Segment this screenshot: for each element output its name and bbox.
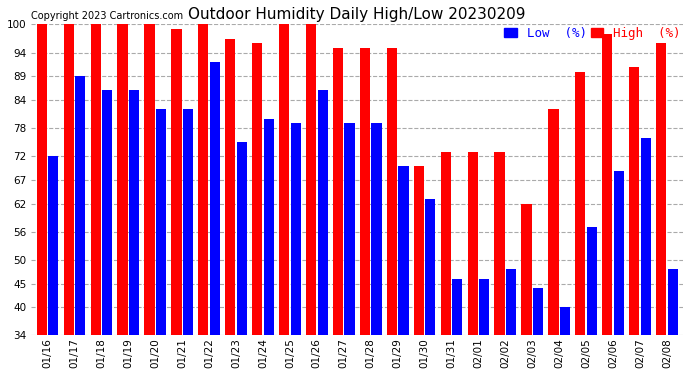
Bar: [398, 166, 408, 375]
Bar: [425, 199, 435, 375]
Legend: Low  (%), High  (%): Low (%), High (%): [503, 26, 682, 41]
Bar: [264, 119, 274, 375]
Bar: [63, 24, 74, 375]
Bar: [359, 48, 370, 375]
Bar: [667, 270, 678, 375]
Bar: [171, 29, 181, 375]
Bar: [386, 48, 397, 375]
Bar: [198, 24, 208, 375]
Bar: [333, 48, 343, 375]
Bar: [560, 307, 570, 375]
Title: Outdoor Humidity Daily High/Low 20230209: Outdoor Humidity Daily High/Low 20230209: [188, 7, 526, 22]
Bar: [413, 166, 424, 375]
Bar: [533, 288, 543, 375]
Bar: [640, 138, 651, 375]
Bar: [344, 123, 355, 375]
Bar: [452, 279, 462, 375]
Bar: [506, 270, 516, 375]
Bar: [156, 109, 166, 375]
Bar: [102, 90, 112, 375]
Bar: [90, 24, 101, 375]
Bar: [129, 90, 139, 375]
Text: Copyright 2023 Cartronics.com: Copyright 2023 Cartronics.com: [32, 11, 184, 21]
Bar: [317, 90, 328, 375]
Bar: [602, 34, 612, 375]
Bar: [252, 44, 262, 375]
Bar: [48, 156, 59, 375]
Bar: [183, 109, 193, 375]
Bar: [306, 24, 316, 375]
Bar: [279, 24, 289, 375]
Bar: [629, 67, 640, 375]
Bar: [210, 62, 220, 375]
Bar: [495, 152, 504, 375]
Bar: [225, 39, 235, 375]
Bar: [613, 171, 624, 375]
Bar: [37, 24, 47, 375]
Bar: [468, 152, 477, 375]
Bar: [575, 72, 585, 375]
Bar: [549, 109, 558, 375]
Bar: [441, 152, 451, 375]
Bar: [75, 76, 86, 375]
Bar: [479, 279, 489, 375]
Bar: [117, 24, 128, 375]
Bar: [290, 123, 301, 375]
Bar: [586, 227, 597, 375]
Bar: [237, 142, 247, 375]
Bar: [656, 44, 667, 375]
Bar: [144, 24, 155, 375]
Bar: [371, 123, 382, 375]
Bar: [522, 204, 531, 375]
